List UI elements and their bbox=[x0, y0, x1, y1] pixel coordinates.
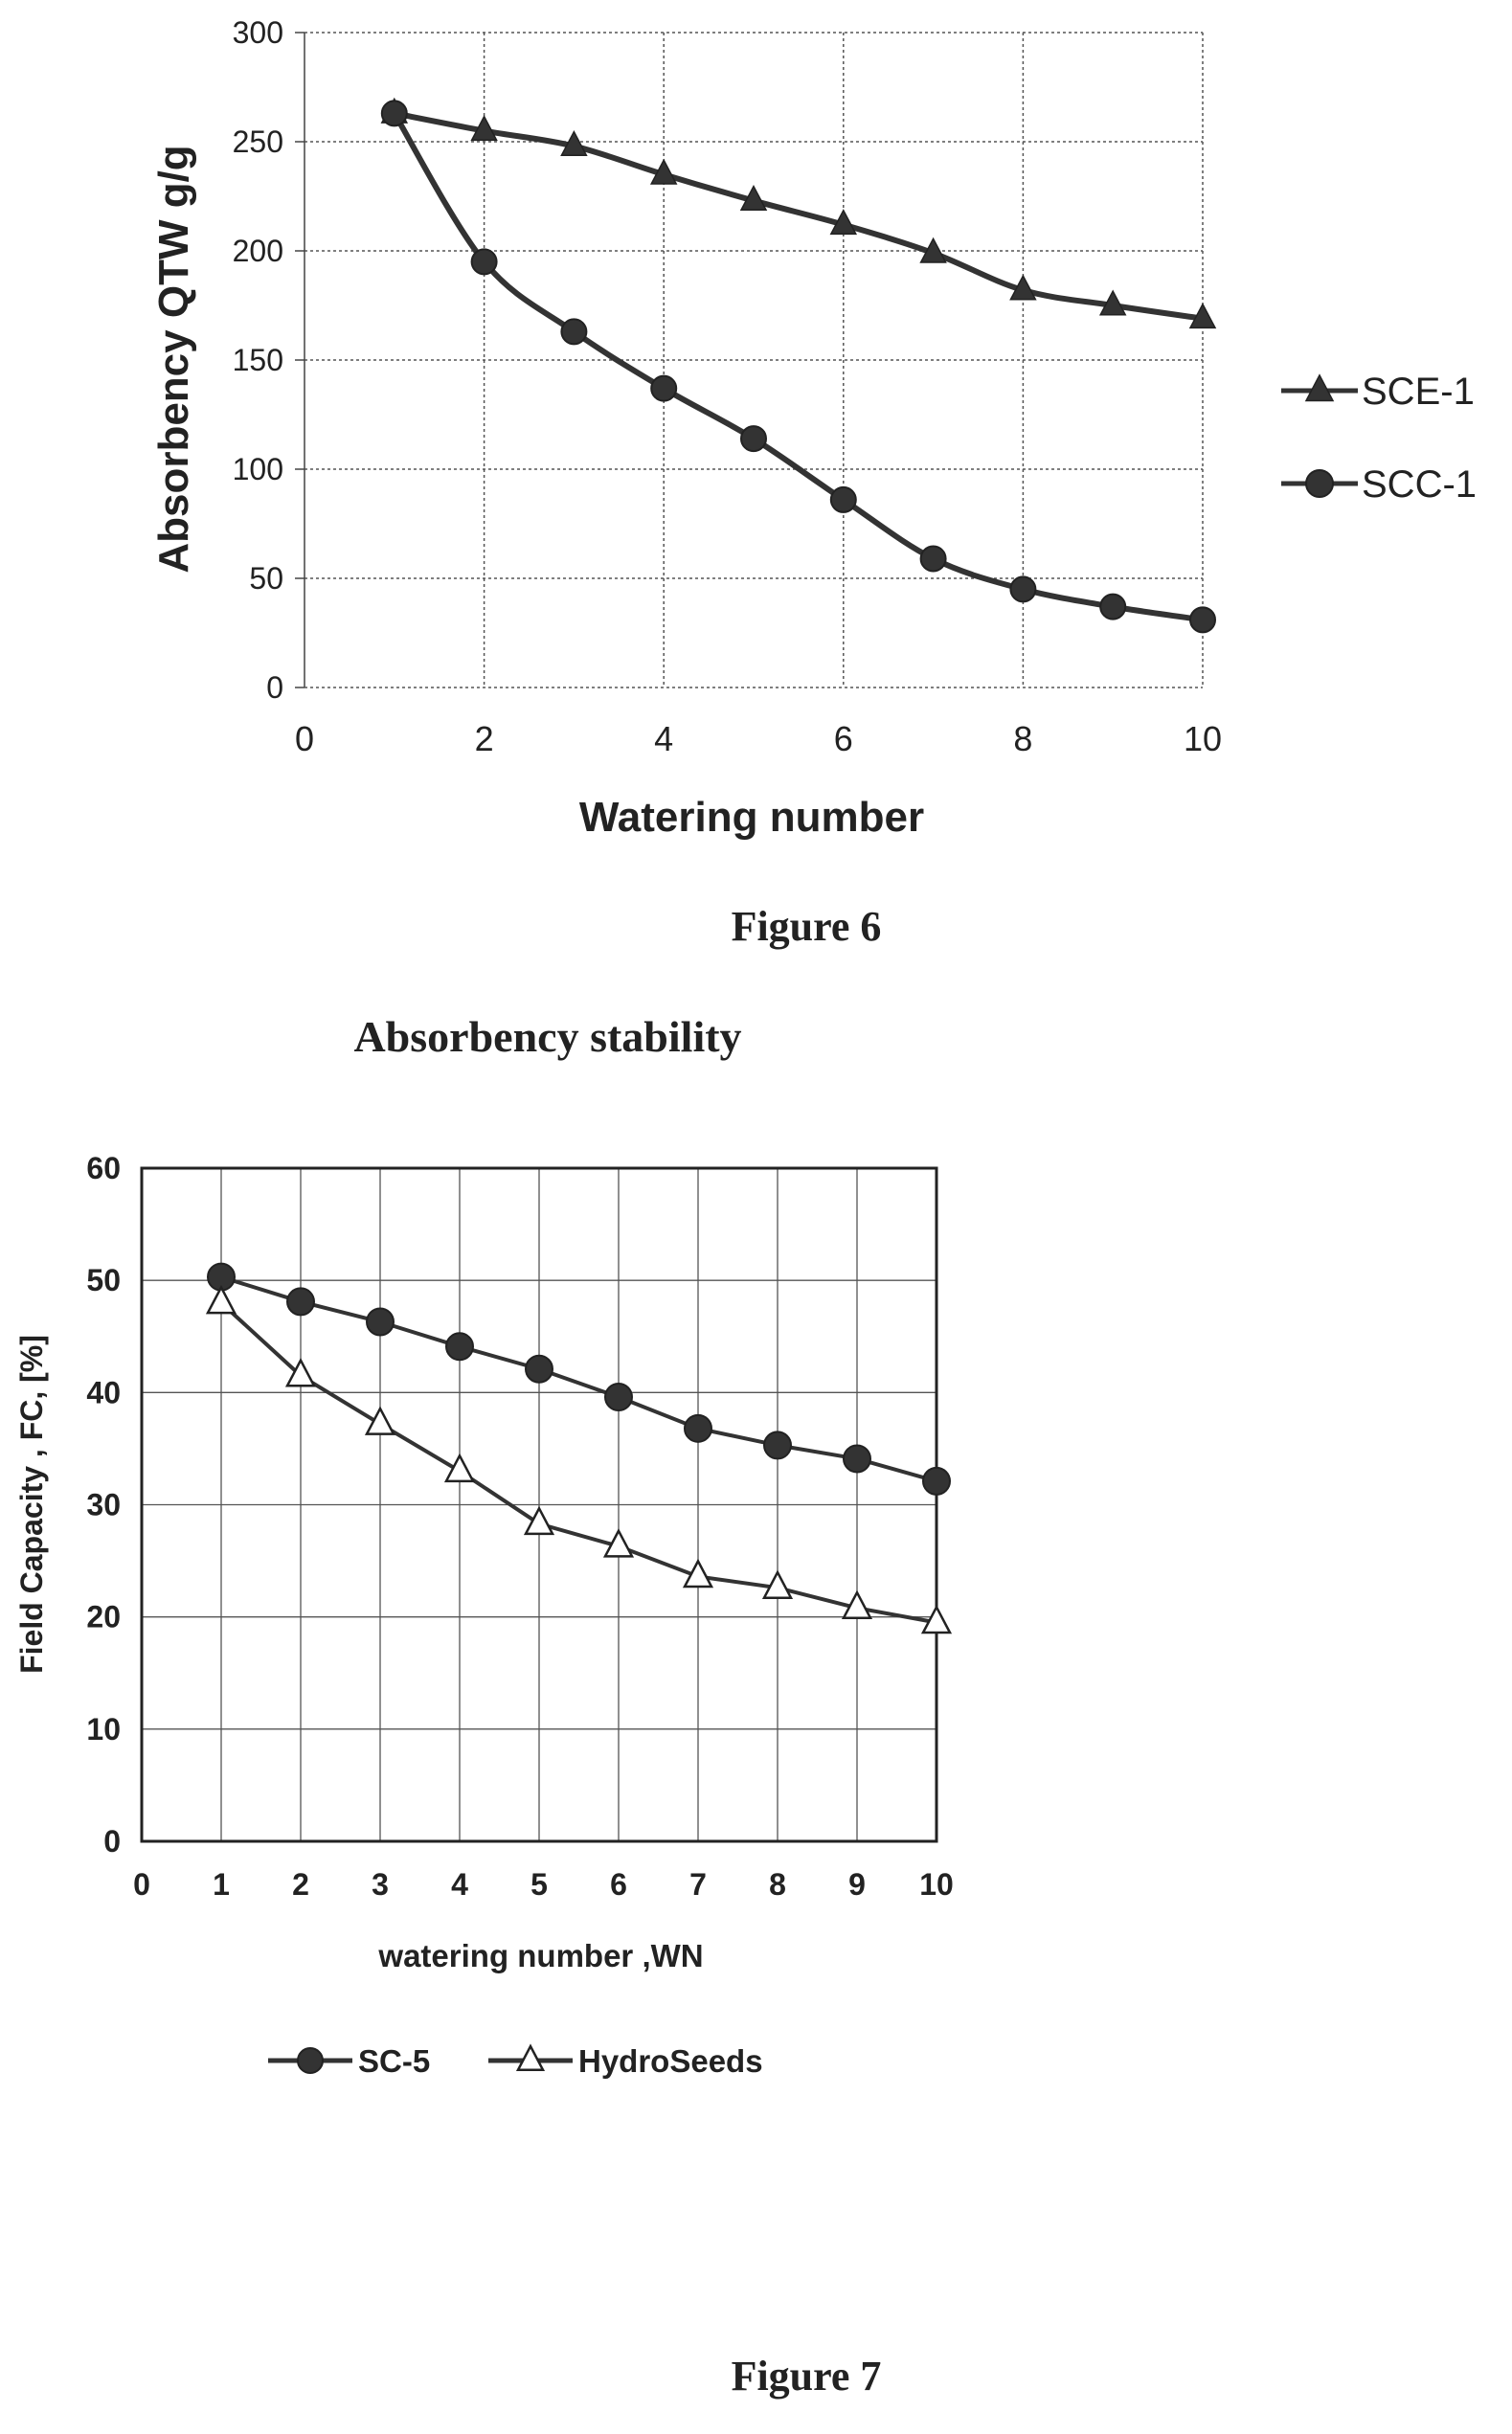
data-point-HydroSeeds bbox=[602, 1528, 635, 1558]
data-point-SCE-1 bbox=[470, 115, 498, 142]
data-point-SCE-1 bbox=[1009, 274, 1037, 301]
x-tick-label: 7 bbox=[689, 1867, 707, 1902]
legend-marker-SCE-1 bbox=[1304, 373, 1335, 402]
legend-label-SCE-1: SCE-1 bbox=[1362, 371, 1475, 413]
data-point-SCE-1 bbox=[649, 158, 678, 185]
y-tick-label: 200 bbox=[233, 234, 283, 268]
data-point-SCC-1 bbox=[829, 485, 857, 513]
series-line-SCC-1 bbox=[392, 111, 1204, 623]
data-point-SC-5 bbox=[445, 1332, 474, 1362]
x-tick-label: 0 bbox=[133, 1867, 150, 1902]
data-point-SCC-1 bbox=[470, 248, 498, 276]
x-axis-label: watering number ,WN bbox=[377, 1938, 703, 1973]
data-point-SC-5 bbox=[763, 1431, 792, 1460]
x-tick-label: 0 bbox=[295, 719, 314, 758]
y-tick-label: 20 bbox=[86, 1600, 121, 1634]
data-point-SCC-1 bbox=[1189, 606, 1216, 634]
data-point-SCE-1 bbox=[1098, 289, 1127, 316]
x-tick-label: 4 bbox=[451, 1867, 468, 1902]
data-point-HydroSeeds bbox=[205, 1284, 237, 1315]
y-tick-label: 300 bbox=[233, 15, 283, 50]
legend-marker-HydroSeeds bbox=[515, 2043, 546, 2071]
data-point-SCE-1 bbox=[1188, 303, 1217, 329]
x-tick-label: 6 bbox=[834, 719, 853, 758]
x-axis-label: Watering number bbox=[579, 794, 924, 841]
x-tick-label: 9 bbox=[848, 1867, 866, 1902]
data-point-SCE-1 bbox=[919, 237, 947, 263]
data-point-SC-5 bbox=[366, 1307, 395, 1337]
data-point-HydroSeeds bbox=[841, 1589, 873, 1620]
data-point-SCE-1 bbox=[739, 184, 768, 212]
series-line-SC-5 bbox=[220, 1274, 937, 1483]
data-point-SC-5 bbox=[922, 1466, 951, 1496]
x-tick-label: 6 bbox=[610, 1867, 627, 1902]
figure-7-caption: Figure 7 bbox=[732, 2353, 882, 2400]
figure-6-caption: Figure 6 bbox=[732, 903, 882, 950]
legend-label-SCC-1: SCC-1 bbox=[1362, 463, 1477, 506]
x-tick-label: 4 bbox=[654, 719, 673, 758]
data-point-SC-5 bbox=[604, 1383, 633, 1412]
y-tick-label: 0 bbox=[266, 670, 283, 705]
data-point-SC-5 bbox=[843, 1444, 871, 1474]
y-tick-label: 50 bbox=[249, 561, 283, 596]
data-point-SCC-1 bbox=[650, 374, 678, 402]
data-point-SCC-1 bbox=[560, 318, 588, 346]
data-point-HydroSeeds bbox=[920, 1604, 953, 1634]
x-tick-label: 2 bbox=[292, 1867, 309, 1902]
data-point-HydroSeeds bbox=[523, 1505, 555, 1536]
legend-label-HydroSeeds: HydroSeeds bbox=[578, 2043, 763, 2079]
x-tick-label: 8 bbox=[769, 1867, 786, 1902]
y-tick-label: 100 bbox=[233, 452, 283, 486]
x-tick-label: 1 bbox=[213, 1867, 230, 1902]
y-tick-label: 40 bbox=[86, 1375, 121, 1409]
legend-marker-SCC-1 bbox=[1305, 469, 1334, 498]
series-line-SCE-1 bbox=[394, 110, 1204, 322]
data-point-SCC-1 bbox=[1099, 593, 1127, 620]
y-tick-label: 10 bbox=[86, 1712, 121, 1747]
x-tick-label: 8 bbox=[1013, 719, 1032, 758]
data-point-SCE-1 bbox=[560, 129, 588, 157]
y-tick-label: 0 bbox=[103, 1824, 121, 1859]
data-point-SCC-1 bbox=[380, 100, 408, 127]
data-point-SCC-1 bbox=[919, 545, 947, 573]
legend-marker-SC-5 bbox=[297, 2047, 324, 2074]
data-point-HydroSeeds bbox=[364, 1406, 396, 1435]
data-point-SC-5 bbox=[684, 1413, 712, 1443]
y-tick-label: 250 bbox=[233, 124, 283, 159]
data-point-HydroSeeds bbox=[284, 1357, 317, 1387]
absorbency-chart: 0 50 100 150 200 250 300 0 2 4 6 8 10 Watering number… bbox=[150, 15, 1477, 841]
data-point-HydroSeeds bbox=[443, 1453, 476, 1483]
y-tick-label: 150 bbox=[233, 343, 283, 377]
data-point-SCC-1 bbox=[1009, 575, 1037, 603]
data-point-SCC-1 bbox=[740, 425, 767, 453]
y-axis-label: Absorbency QTW g/g bbox=[150, 145, 197, 573]
legend-label-SC-5: SC-5 bbox=[358, 2043, 430, 2079]
data-point-SC-5 bbox=[525, 1354, 553, 1384]
data-point-HydroSeeds bbox=[682, 1558, 714, 1589]
x-tick-label: 10 bbox=[919, 1867, 954, 1902]
y-tick-label: 60 bbox=[86, 1151, 121, 1185]
absorbency-stability-heading: Absorbency stability bbox=[353, 1012, 741, 1061]
x-tick-label: 5 bbox=[530, 1867, 548, 1902]
x-tick-label: 2 bbox=[475, 719, 494, 758]
x-tick-label: 3 bbox=[372, 1867, 389, 1902]
y-axis-label: Field Capacity , FC, [%] bbox=[14, 1335, 49, 1674]
y-tick-label: 50 bbox=[86, 1263, 121, 1297]
data-point-SC-5 bbox=[286, 1287, 315, 1317]
plot-frame bbox=[140, 1166, 938, 1843]
x-tick-label: 10 bbox=[1184, 719, 1222, 758]
data-point-SCE-1 bbox=[829, 209, 858, 236]
data-point-HydroSeeds bbox=[761, 1569, 794, 1599]
y-tick-label: 30 bbox=[86, 1488, 121, 1522]
series-line-HydroSeeds bbox=[219, 1301, 937, 1625]
field-capacity-chart: 0 10 20 30 40 50 60 0 1 2 3 4 5 6 7 8 9 10 watering number… bbox=[14, 1151, 954, 2079]
